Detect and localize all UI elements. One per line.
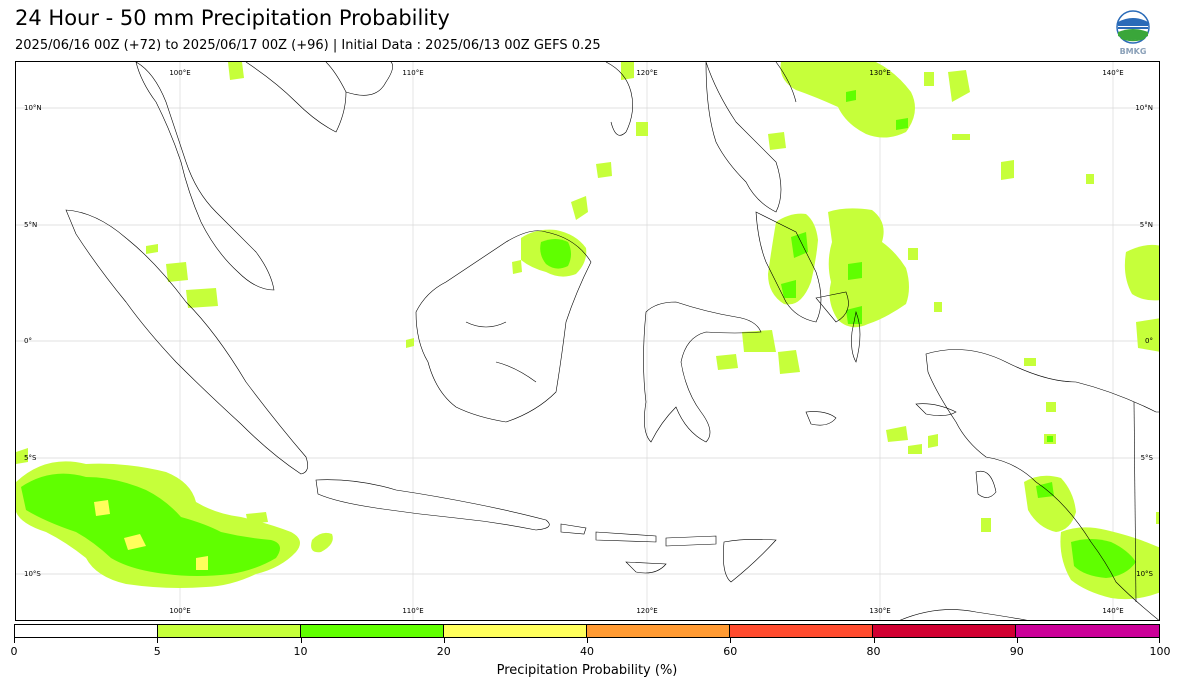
colorbar-segment <box>1016 625 1159 637</box>
colorbar-tick <box>14 638 15 643</box>
colorbar-segment <box>444 625 587 637</box>
lat-label: 5°N <box>1140 221 1153 229</box>
lon-labels-top: 100°E 110°E 120°E 130°E 140°E <box>169 69 1123 77</box>
precip-area-southwest-high-1 <box>94 500 110 516</box>
lon-label: 100°E <box>169 69 190 77</box>
lat-label: 5°N <box>24 221 37 229</box>
colorbar-tick <box>587 638 588 643</box>
lat-label: 10°N <box>1135 104 1153 112</box>
colorbar-tick-label: 10 <box>293 645 308 658</box>
colorbar-tick-label: 90 <box>1009 645 1024 658</box>
lat-labels-right: 10°N 5°N 0° 5°S 10°S <box>1135 104 1153 578</box>
colorbar-tick <box>1016 638 1018 643</box>
colorbar-segment <box>158 625 301 637</box>
map-title: 24 Hour - 50 mm Precipitation Probabilit… <box>15 6 450 30</box>
colorbar-segment <box>15 625 158 637</box>
lon-labels-bottom: 100°E 110°E 120°E 130°E 140°E <box>169 607 1123 615</box>
coast-borneo <box>415 230 592 423</box>
lat-label: 10°N <box>24 104 42 112</box>
colorbar-tick-label: 40 <box>580 645 594 658</box>
coast-java <box>315 479 550 531</box>
coast-sulawesi <box>643 301 762 443</box>
colorbar-segment <box>587 625 730 637</box>
coast-malay-peninsula <box>135 62 275 291</box>
colorbar-tick <box>730 638 732 643</box>
colorbar-tick-label: 100 <box>1149 645 1171 658</box>
lon-label: 110°E <box>402 69 423 77</box>
colorbar-tick-label: 20 <box>436 645 451 658</box>
map-subtitle: 2025/06/16 00Z (+72) to 2025/06/17 00Z (… <box>15 38 601 53</box>
colorbar-title: Precipitation Probability (%) <box>496 663 678 678</box>
lat-label: 10°S <box>1136 570 1153 578</box>
colorbar-segment <box>301 625 444 637</box>
precip-area-southwest-small <box>311 532 333 553</box>
precip-area-southwest-high-2 <box>124 534 146 550</box>
lat-label: 10°S <box>24 570 41 578</box>
lon-label: 130°E <box>869 607 890 615</box>
logo-text: BMKG <box>1120 47 1147 56</box>
colorbar-segment <box>873 625 1016 637</box>
map-panel: 100°E 110°E 120°E 130°E 140°E 100°E 110°… <box>15 61 1160 621</box>
colorbar-tick <box>157 638 159 643</box>
lon-label: 130°E <box>869 69 890 77</box>
precip-area-southwest-high-3 <box>196 556 208 570</box>
lat-label: 5°S <box>1141 454 1154 462</box>
lat-label: 5°S <box>24 454 37 462</box>
colorbar-tick <box>873 638 875 643</box>
lat-labels-left: 10°N 5°N 0° 5°S 10°S <box>24 104 42 578</box>
coast-sumatra <box>65 209 308 475</box>
colorbar-tick-label: 0 <box>10 645 18 658</box>
colorbar-tick <box>1159 638 1160 643</box>
coastlines <box>65 62 1159 620</box>
lon-label: 120°E <box>636 69 657 77</box>
colorbar-segment <box>730 625 873 637</box>
lon-label: 120°E <box>636 607 657 615</box>
colorbar-tick <box>300 638 302 643</box>
lon-label: 110°E <box>402 607 423 615</box>
precip-areas <box>16 62 1159 600</box>
bmkg-logo-icon: BMKG <box>1113 10 1153 56</box>
colorbar-tick-label: 5 <box>153 645 161 658</box>
coast-papua <box>925 349 1159 620</box>
colorbar-tick <box>443 638 445 643</box>
lon-label: 100°E <box>169 607 190 615</box>
coast-indochina <box>245 62 347 133</box>
coast-philippines <box>605 62 633 136</box>
lat-label: 0° <box>24 337 32 345</box>
colorbar-tick-label: 60 <box>723 645 738 658</box>
lon-label: 140°E <box>1102 69 1123 77</box>
precip-area-southwest-core <box>21 473 280 576</box>
lat-label: 0° <box>1145 337 1153 345</box>
colorbar <box>14 624 1160 638</box>
colorbar-tick-label: 80 <box>866 645 881 658</box>
precip-area-celebes-sea <box>828 208 909 328</box>
lon-label: 140°E <box>1102 607 1123 615</box>
